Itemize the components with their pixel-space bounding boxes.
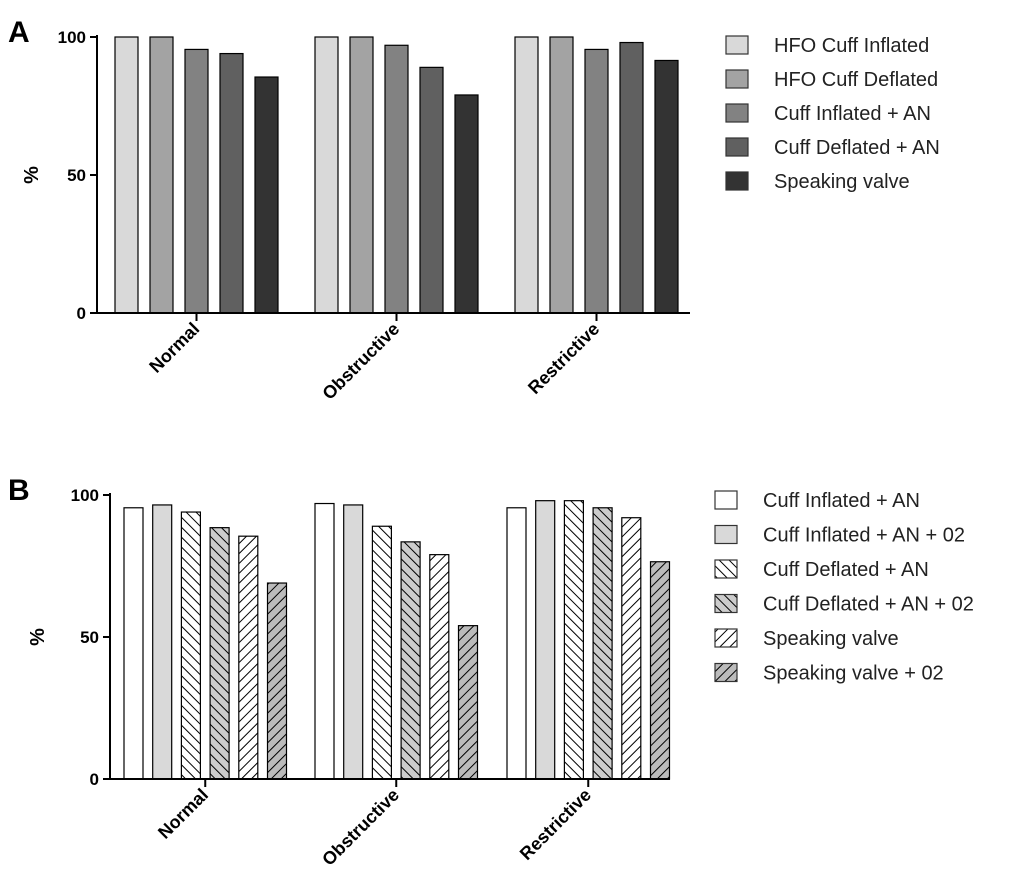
bar-restrictive-series-3 — [563, 500, 585, 780]
bar-restrictive-series-4 — [592, 507, 613, 780]
legend-label: HFO Cuff Inflated — [774, 35, 929, 57]
bar-obstructive-series-6 — [457, 625, 479, 780]
legend-label: Cuff Deflated + AN — [763, 559, 929, 581]
legend-label: Cuff Inflated + AN — [763, 490, 920, 512]
bar-restrictive-series-2 — [535, 500, 556, 780]
panel-letter-a: A — [8, 16, 30, 49]
bar-restrictive-series-1 — [514, 36, 539, 314]
bar-normal-series-1 — [123, 507, 144, 780]
legend-label: Cuff Inflated + AN — [774, 103, 931, 125]
bar-restrictive-series-3 — [584, 48, 609, 314]
bar-obstructive-series-2 — [349, 36, 374, 314]
legend-swatch — [714, 593, 738, 614]
panel-letter-b: B — [8, 474, 30, 507]
bar-restrictive-series-1 — [506, 507, 527, 780]
y-axis-label: % — [21, 166, 43, 184]
legend-swatch — [725, 171, 749, 191]
bar-restrictive-series-6 — [649, 561, 671, 780]
x-tick-label-restrictive: Restrictive — [516, 785, 595, 864]
legend-swatch — [725, 137, 749, 157]
bar-obstructive-series-1 — [314, 502, 335, 780]
legend-swatch — [725, 103, 749, 123]
bar-normal-series-2 — [152, 504, 173, 780]
legend-label: Cuff Deflated + AN + 02 — [763, 594, 974, 616]
x-tick-label-obstructive: Obstructive — [318, 785, 403, 870]
y-axis-label: % — [27, 628, 49, 646]
bar-restrictive-series-2 — [549, 36, 574, 314]
bar-obstructive-series-3 — [384, 44, 409, 314]
legend-swatch — [714, 662, 738, 683]
bar-normal-series-3 — [180, 511, 201, 780]
y-tick-label: 50 — [67, 166, 86, 185]
legend-label: HFO Cuff Deflated — [774, 69, 938, 91]
legend-label: Speaking valve — [774, 171, 910, 193]
bar-restrictive-series-4 — [619, 41, 644, 314]
y-tick-label: 100 — [58, 28, 86, 47]
legend-swatch — [725, 35, 749, 55]
bar-normal-series-1 — [114, 36, 139, 314]
y-tick-label: 100 — [71, 486, 99, 505]
legend-swatch — [714, 559, 738, 579]
bar-obstructive-series-2 — [343, 504, 364, 780]
x-tick-label-normal: Normal — [154, 785, 212, 843]
legend-label: Cuff Inflated + AN + 02 — [763, 525, 965, 547]
bar-normal-series-4 — [219, 52, 244, 314]
bar-restrictive-series-5 — [621, 517, 642, 780]
bar-obstructive-series-3 — [371, 525, 392, 780]
bar-obstructive-series-4 — [419, 66, 444, 314]
legend-swatch — [714, 524, 738, 545]
x-tick-label-obstructive: Obstructive — [318, 319, 403, 404]
panel-a: % 0 50 100 Normal Obstructive Restrictive HFO C… — [21, 28, 940, 404]
bar-normal-series-2 — [149, 36, 174, 314]
legend-label: Speaking valve — [763, 628, 899, 650]
bar-normal-series-5 — [238, 535, 259, 780]
y-tick-label: 0 — [90, 770, 99, 789]
legend-swatch — [725, 69, 749, 89]
bar-obstructive-series-1 — [314, 36, 339, 314]
bar-normal-series-6 — [266, 582, 288, 780]
y-tick-label: 50 — [80, 628, 99, 647]
bar-normal-series-4 — [209, 527, 230, 780]
x-tick-label-normal: Normal — [145, 319, 203, 377]
x-tick-label-restrictive: Restrictive — [524, 319, 603, 398]
legend-swatch — [714, 490, 738, 510]
bar-normal-series-5 — [254, 76, 279, 314]
legend-label: Cuff Deflated + AN — [774, 137, 940, 159]
bar-normal-series-3 — [184, 48, 209, 314]
bar-obstructive-series-5 — [429, 554, 450, 780]
bar-obstructive-series-5 — [454, 94, 479, 314]
legend-label: Speaking valve + 02 — [763, 663, 944, 685]
y-tick-label: 0 — [77, 304, 86, 323]
bar-restrictive-series-5 — [654, 59, 679, 314]
bar-obstructive-series-4 — [400, 541, 421, 780]
panel-b: % 0 50 100 Normal Obstructive Restrictive Cuff … — [27, 486, 974, 870]
legend-swatch — [714, 628, 738, 648]
